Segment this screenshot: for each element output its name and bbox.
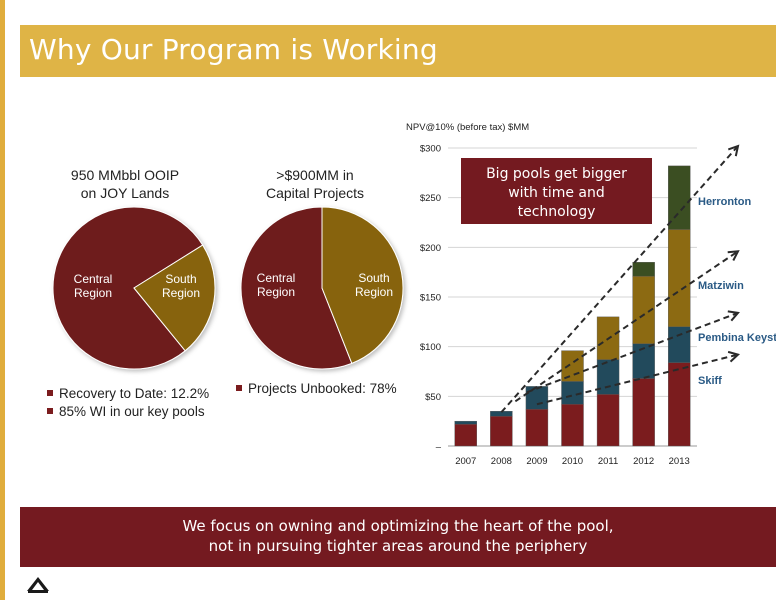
series-annotation: Matziwin [698,280,744,292]
series-annotation: Skiff [698,375,722,387]
legend-left-item: Recovery to Date: 12.2% [47,384,209,402]
pie1-central-label-2: Region [74,286,112,300]
trend-arrow-line [514,250,739,403]
pie2-central-label-1: Central [257,271,296,285]
title-bar: Why Our Program is Working [20,25,776,77]
bar-segment [668,362,691,447]
legend-left-text: Recovery to Date: 12.2% [59,385,210,401]
y-tick-label: $250 [420,193,441,204]
callout-line2: with time and [508,185,605,201]
x-tick-label: 2009 [526,456,547,467]
callout-line3: technology [517,204,596,220]
arrowhead-icon [727,310,740,322]
pie1-south-label-2: Region [162,286,200,300]
bar-segment [596,394,620,447]
bullet-square-icon [47,390,53,396]
arrowhead-icon [727,250,740,261]
bar-chart-ylabel: NPV@10% (before tax) $MM [406,122,529,133]
pie1-south-label-1: South [165,272,196,286]
series-annotations: Herronton Matziwin Pembina Keyst Skiff [698,196,776,387]
callout-box: Big pools get bigger with time and techn… [461,158,652,224]
trend-arrows [500,144,740,413]
bar-segment [525,386,549,410]
arrowhead-icon [727,144,740,157]
x-tick-label: 2013 [669,456,690,467]
bottom-banner: We focus on owning and optimizing the he… [20,507,776,567]
pie1-slice-central [52,206,204,370]
pie1-title-line1: 950 MMbbl OOIP [70,167,180,183]
x-tick-label: 2008 [491,456,512,467]
x-tick-label: 2012 [633,456,654,467]
pie1 [52,206,216,370]
npv-bar-chart: NPV@10% (before tax) $MM – $50 $100 $150 $20… [406,122,776,467]
trend-arrow-line [526,311,739,394]
legend-left-item: 85% WI in our key pools [47,402,209,420]
bar-segment [525,409,549,447]
series-annotation: Pembina Keyst [698,332,776,344]
left-accent-bar [0,0,5,600]
pie2-title: >$900MM in Capital Projects [245,166,385,202]
bottom-line1: We focus on owning and optimizing the he… [182,517,614,535]
bar-segment [454,420,477,425]
legend-left: Recovery to Date: 12.2% 85% WI in our ke… [47,384,209,420]
pie1-slice-south [133,244,216,352]
trend-arrow-line [536,353,739,406]
grid-layer: – $50 $100 $150 $200 $250 $300 [420,144,697,453]
x-tick-label: 2011 [598,456,618,467]
pie2-south-label-2: Region [355,285,393,299]
slide-title: Why Our Program is Working [29,33,438,66]
pie2 [240,206,404,370]
bar-segment [454,423,477,447]
series-annotation: Herronton [698,196,751,208]
pie2-south-label-1: South [358,271,389,285]
bullet-square-icon [47,408,53,414]
y-tick-label: $200 [420,243,441,254]
pie1-title: 950 MMbbl OOIP on JOY Lands [55,166,195,202]
bar-segment [668,229,691,328]
pie2-slice-south [321,206,404,364]
callout-line1: Big pools get bigger [486,166,627,182]
pie2-title-line2: Capital Projects [265,185,365,201]
y-tick-label: – [436,442,442,453]
bar-segment [561,350,584,382]
legend-right-item: Projects Unbooked: 78% [236,379,397,397]
bar-segment [561,404,584,447]
arrowhead-icon [727,350,740,363]
legend-right: Projects Unbooked: 78% [236,379,397,397]
pie1-central-label-1: Central [74,272,113,286]
bar-segment [632,378,655,447]
x-tick-label: 2007 [455,456,476,467]
y-tick-label: $100 [420,342,441,353]
bar-segment [490,416,513,447]
legend-right-text: Projects Unbooked: 78% [248,380,397,396]
pie1-title-line2: on JOY Lands [80,185,170,201]
y-tick-label: $300 [420,144,441,155]
legend-left-text: 85% WI in our key pools [59,403,205,419]
bar-segment [668,165,691,230]
bottom-line2: not in pursuing tighter areas around the… [208,537,588,555]
company-logo-icon [27,577,49,593]
bullet-square-icon [236,385,242,391]
pie2-slice-central [240,206,353,370]
pie2-central-label-2: Region [257,285,295,299]
y-tick-label: $50 [425,392,441,403]
pie2-title-line1: >$900MM in [276,167,354,183]
y-tick-label: $150 [420,293,441,304]
bar-segment [632,262,655,277]
x-tick-label: 2010 [562,456,583,467]
